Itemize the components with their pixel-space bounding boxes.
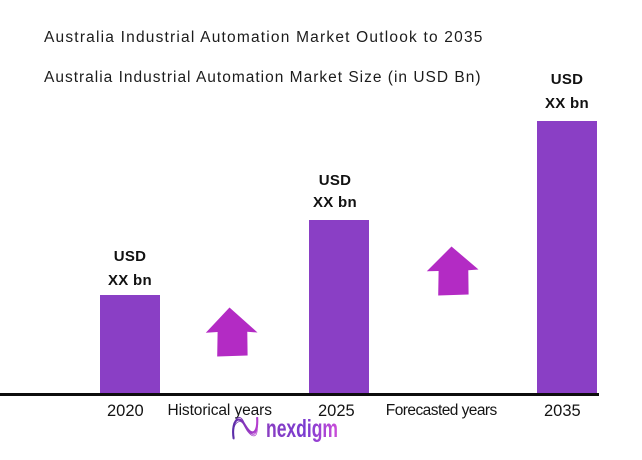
svg-text:nexdigm: nexdigm [266, 415, 338, 443]
